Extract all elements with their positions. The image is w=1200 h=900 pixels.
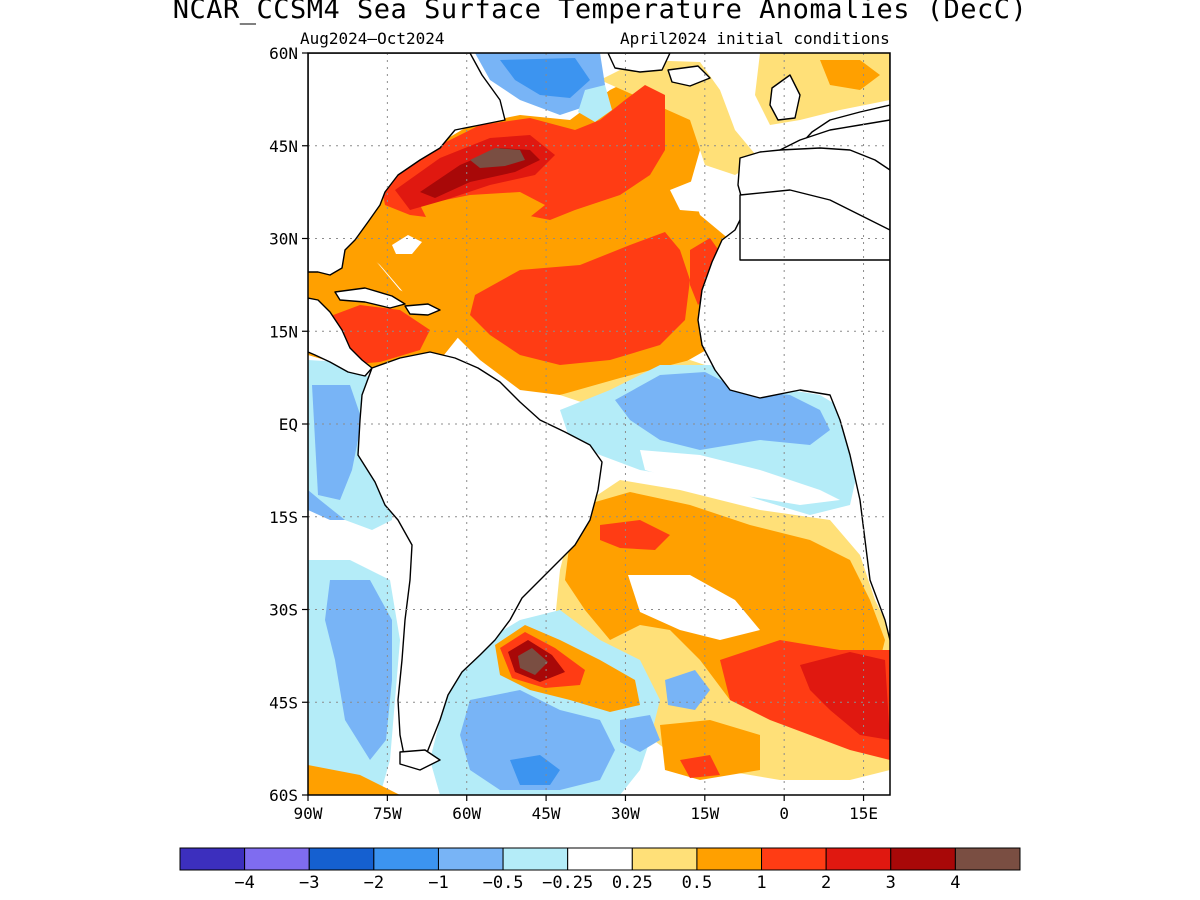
land-greenland	[607, 53, 671, 73]
anomaly-region	[620, 715, 660, 752]
land-mediterranean-north	[779, 119, 890, 171]
land-iceland	[667, 65, 711, 87]
colorbar-swatch	[567, 847, 633, 871]
anomaly-region	[670, 180, 720, 212]
colorbar-label: 3	[886, 873, 896, 893]
anomaly-region	[578, 85, 612, 122]
colorbar-swatch	[308, 847, 375, 871]
lon-tick-label: 45W	[532, 804, 561, 823]
colorbar-label: −3	[299, 873, 319, 893]
colorbar-label: −0.25	[542, 873, 593, 893]
land-british-isles	[769, 74, 801, 121]
anomaly-region	[615, 372, 830, 450]
anomaly-region	[518, 648, 548, 675]
land-hispaniola	[404, 303, 441, 316]
colorbar-label: 0.5	[682, 873, 713, 893]
lat-tick-label: 30N	[269, 230, 298, 249]
lat-tick-label: 60S	[269, 786, 298, 805]
coastlines	[308, 53, 890, 771]
colorbar-swatch	[890, 847, 956, 871]
lat-tick-label: 15S	[269, 508, 298, 527]
land-north-africa	[739, 189, 890, 261]
colorbar-swatch	[761, 847, 827, 871]
land-tierra-del-fuego	[399, 749, 441, 771]
colorbar-label: 2	[821, 873, 831, 893]
lon-tick-label: 75W	[373, 804, 402, 823]
colorbar-swatch	[502, 847, 569, 871]
anomaly-region	[640, 450, 840, 505]
colorbar-label: −1	[428, 873, 448, 893]
anomaly-region	[800, 652, 890, 740]
anomaly-region	[628, 575, 760, 640]
colorbar-label: 4	[950, 873, 960, 893]
lat-tick-label: 45S	[269, 693, 298, 712]
land-north-america	[308, 53, 506, 276]
lon-tick-label: 90W	[294, 804, 323, 823]
anomaly-region	[820, 60, 880, 90]
lat-tick-label: EQ	[279, 415, 298, 434]
anomaly-region	[680, 755, 720, 778]
graticule	[308, 53, 890, 795]
forecast-period: Aug2024–Oct2024	[300, 29, 445, 48]
colorbar-swatch	[179, 847, 246, 871]
colorbar-label: −4	[234, 873, 254, 893]
colorbar-swatch	[954, 847, 1021, 871]
colorbar-swatch	[825, 847, 892, 871]
lon-tick-label: 15W	[690, 804, 719, 823]
colorbar-swatch	[631, 847, 698, 871]
lon-tick-label: 15E	[849, 804, 878, 823]
lat-tick-label: 30S	[269, 601, 298, 620]
colorbar-swatch	[373, 847, 439, 871]
anomaly-region	[665, 670, 710, 710]
anomaly-region	[460, 690, 615, 790]
lon-tick-label: 30W	[611, 804, 640, 823]
anomaly-region	[308, 765, 400, 795]
colorbar: −4 −3 −2 −1 −0.5 −0.25 0.25 0.5 1 2 3 4	[179, 847, 1021, 893]
initial-conditions: April2024 initial conditions	[620, 29, 890, 48]
land-cuba	[334, 287, 406, 309]
anomaly-region	[600, 520, 670, 550]
lon-tick-label: 60W	[452, 804, 481, 823]
colorbar-swatch	[437, 847, 504, 871]
anomaly-region	[470, 148, 525, 168]
anomaly-region	[690, 238, 722, 305]
colorbar-label: −2	[364, 873, 384, 893]
colorbar-label: 0.25	[612, 873, 653, 893]
lat-tick-label: 60N	[269, 44, 298, 63]
lat-tick-label: 15N	[269, 322, 298, 341]
lat-tick-label: 45N	[269, 137, 298, 156]
anomaly-region	[312, 385, 362, 500]
anomaly-region	[420, 192, 545, 230]
anomaly-region	[510, 755, 560, 785]
anomaly-region	[392, 235, 422, 254]
colorbar-swatch	[244, 847, 310, 871]
colorbar-swatch	[696, 847, 763, 871]
colorbar-label: 1	[756, 873, 766, 893]
colorbar-label: −0.5	[483, 873, 524, 893]
lon-tick-label: 0	[779, 804, 789, 823]
chart-title: NCAR_CCSM4 Sea Surface Temperature Anoma…	[172, 0, 1028, 25]
land-south-america	[357, 351, 603, 766]
anomaly-region	[500, 58, 590, 98]
anomaly-region	[325, 580, 392, 760]
